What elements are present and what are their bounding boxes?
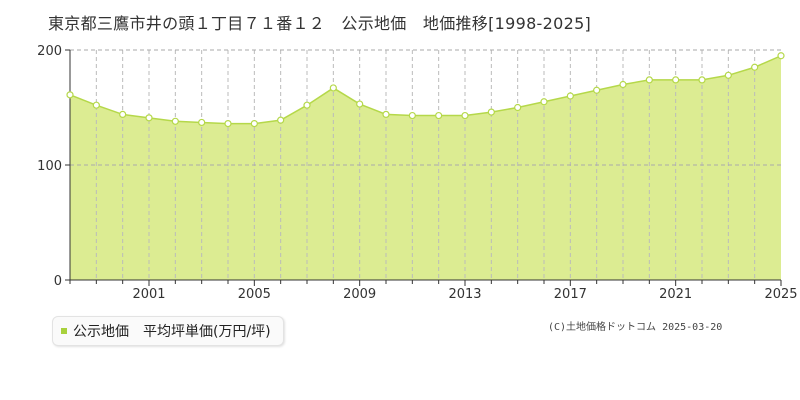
data-point (698, 76, 706, 84)
y-tick-label: 0 (54, 274, 62, 289)
data-point (198, 118, 206, 127)
y-tick-label: 100 (37, 159, 62, 174)
data-point (514, 103, 522, 112)
data-point (487, 108, 495, 116)
data-point (751, 63, 759, 71)
data-point (566, 92, 574, 100)
data-point (303, 101, 311, 109)
data-point (408, 111, 416, 120)
x-tick-label: 2009 (343, 287, 376, 302)
legend-label: 公示地価 平均坪単価(万円/坪) (73, 324, 271, 340)
area-fill (70, 55, 781, 280)
data-point (119, 110, 127, 119)
x-tick-label: 2001 (132, 287, 165, 302)
data-point (250, 119, 258, 128)
data-point (777, 52, 785, 60)
series-line (69, 55, 782, 125)
data-point (724, 71, 732, 79)
x-tick-label: 2005 (238, 287, 271, 302)
data-point (171, 117, 179, 125)
data-point (329, 84, 337, 92)
data-point (277, 116, 285, 124)
chart-title: 東京都三鷹市井の頭１丁目７１番１２ 公示地価 地価推移[1998-2025] (48, 14, 592, 33)
data-point (645, 76, 653, 84)
data-point (92, 101, 100, 109)
data-point (66, 91, 74, 99)
data-point (593, 86, 601, 94)
data-point (672, 76, 680, 84)
copyright-text: (C)土地価格ドットコム 2025-03-20 (548, 322, 723, 333)
x-tick-label: 2017 (554, 287, 587, 302)
x-tick-label: 2013 (448, 287, 481, 302)
data-point (619, 80, 627, 89)
data-point (461, 111, 469, 120)
data-point (224, 119, 232, 128)
data-point (145, 114, 153, 122)
data-point (382, 110, 390, 119)
legend-swatch (61, 328, 67, 334)
x-tick-label: 2021 (659, 287, 692, 302)
data-point (435, 111, 443, 120)
legend: 公示地価 平均坪単価(万円/坪) (52, 316, 284, 346)
data-point (540, 98, 548, 106)
data-point (356, 100, 364, 108)
x-tick-label: 2025 (764, 287, 797, 302)
y-tick-label: 200 (37, 44, 62, 59)
